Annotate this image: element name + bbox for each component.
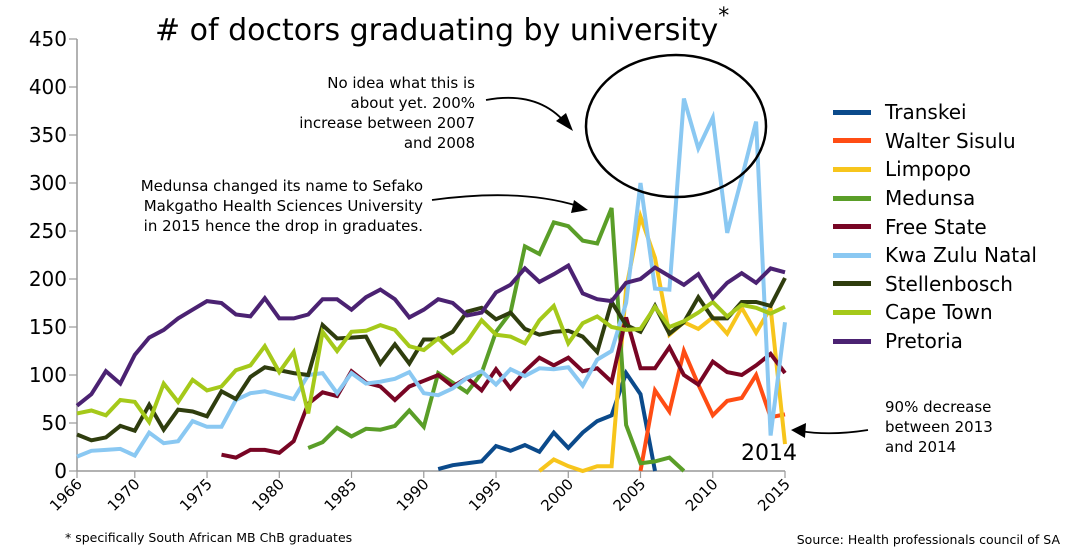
x-tick-label: 2015 <box>754 475 794 515</box>
series-line <box>75 262 786 408</box>
legend-label: Kwa Zulu Natal <box>885 243 1037 268</box>
series-line <box>76 299 786 427</box>
kzn-annotation-line: increase between 2007 <box>299 114 475 132</box>
decrease-annotation-line: between 2013 <box>885 418 993 436</box>
legend-swatch <box>833 309 871 315</box>
legend-swatch <box>833 252 871 258</box>
x-tick-label: 1966 <box>46 475 86 515</box>
medunsa-annotation-line: in 2015 hence the drop in graduates. <box>143 217 423 235</box>
legend-label: Stellenbosch <box>885 271 1013 296</box>
x-tick-label: 2010 <box>682 475 722 515</box>
decrease-annotation-line: 90% decrease <box>885 398 992 416</box>
legend-label: Transkei <box>885 100 967 125</box>
title-footnote-mark: * <box>718 4 730 29</box>
medunsa-annotation-arrow <box>431 194 579 207</box>
x-tick-label: 1975 <box>176 475 216 515</box>
series-line <box>538 209 787 474</box>
series-line <box>437 368 657 472</box>
legend-swatch <box>833 281 871 287</box>
legend-swatch <box>833 166 871 172</box>
legend-item: Pretoria <box>833 327 1037 356</box>
legend-label: Pretoria <box>885 329 963 354</box>
x-tick-label: 1990 <box>393 475 433 515</box>
legend-swatch <box>833 195 871 201</box>
x-tick-label: 1985 <box>321 475 361 515</box>
legend-item: Medunsa <box>833 184 1037 213</box>
legend-label: Limpopo <box>885 157 972 182</box>
kzn-annotation-arrow <box>485 96 569 127</box>
medunsa-annotation-line: Makgatho Health Sciences University <box>143 197 423 215</box>
legend-label: Walter Sisulu <box>885 128 1016 153</box>
y-tick-label: 200 <box>29 267 67 291</box>
y-tick-label: 150 <box>29 315 67 339</box>
series-line <box>307 207 686 473</box>
x-tick-label: 1995 <box>465 475 505 515</box>
legend-item: Kwa Zulu Natal <box>833 241 1037 270</box>
legend-item: Limpopo <box>833 155 1037 184</box>
y-tick-label: 0 <box>54 459 67 483</box>
decrease-annotation: 90% decrease between 2013 and 2014 <box>885 397 993 457</box>
x-tick-label: 2005 <box>610 475 650 515</box>
legend-item: Free State <box>833 212 1037 241</box>
year-2014-label: 2014 <box>741 441 797 466</box>
legend-item: Cape Town <box>833 298 1037 327</box>
kzn-annotation: No idea what this is about yet. 200% inc… <box>299 73 475 153</box>
x-tick-label: 1980 <box>248 475 288 515</box>
legend-item: Walter Sisulu <box>833 127 1037 156</box>
legend-item: Transkei <box>833 98 1037 127</box>
kzn-annotation-line: and 2008 <box>403 134 475 152</box>
medunsa-annotation: Medunsa changed its name to Sefako Makga… <box>141 176 423 236</box>
kzn-highlight-ellipse <box>584 53 768 199</box>
decrease-annotation-arrow <box>799 429 869 435</box>
medunsa-arrowhead <box>571 200 588 213</box>
annotation-shapes <box>431 53 869 438</box>
y-tick-label: 450 <box>29 27 67 51</box>
x-tick-label: 2000 <box>537 475 577 515</box>
decrease-annotation-line: and 2014 <box>885 438 957 456</box>
legend-label: Medunsa <box>885 186 976 211</box>
series-line <box>76 277 787 443</box>
legend: Transkei Walter Sisulu Limpopo Medunsa F… <box>833 98 1037 355</box>
series-lines <box>75 97 787 474</box>
y-tick-label: 250 <box>29 219 67 243</box>
chart-title: # of doctors graduating by university* <box>155 4 730 48</box>
kzn-annotation-line: No idea what this is <box>327 74 475 92</box>
y-tick-label: 350 <box>29 123 67 147</box>
kzn-arrowhead <box>556 113 573 131</box>
legend-swatch <box>833 138 871 144</box>
legend-swatch <box>833 224 871 230</box>
source-note: Source: Health professionals council of … <box>796 532 1060 547</box>
y-tick-label: 300 <box>29 171 67 195</box>
legend-item: Stellenbosch <box>833 270 1037 299</box>
y-tick-label: 100 <box>29 363 67 387</box>
decrease-arrowhead <box>791 423 806 438</box>
legend-label: Cape Town <box>885 300 993 325</box>
medunsa-annotation-line: Medunsa changed its name to Sefako <box>140 177 423 195</box>
legend-swatch <box>833 109 871 115</box>
footnote: * specifically South African MB ChB grad… <box>65 530 353 545</box>
kzn-annotation-line: about yet. 200% <box>350 94 475 112</box>
series-line <box>76 97 787 459</box>
series-line <box>638 344 786 472</box>
legend-swatch <box>833 338 871 344</box>
y-tick-label: 400 <box>29 75 67 99</box>
y-tick-label: 50 <box>42 411 67 435</box>
legend-label: Free State <box>885 214 987 239</box>
x-tick-label: 1970 <box>104 475 144 515</box>
